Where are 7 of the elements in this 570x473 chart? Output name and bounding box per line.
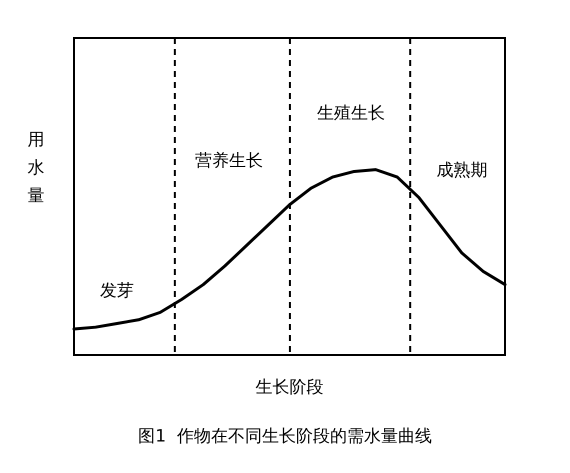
x-axis-title: 生长阶段 (256, 377, 324, 398)
text: 图1 作物在不同生长阶段的需水量曲线 (138, 426, 432, 446)
annotation: 营养生长 (195, 151, 264, 172)
y-axis-title: 用水量 (28, 130, 44, 206)
annotation: 发芽 (100, 281, 134, 302)
annotation: 成熟期 (436, 160, 488, 181)
text: 生殖生长 (317, 104, 386, 124)
